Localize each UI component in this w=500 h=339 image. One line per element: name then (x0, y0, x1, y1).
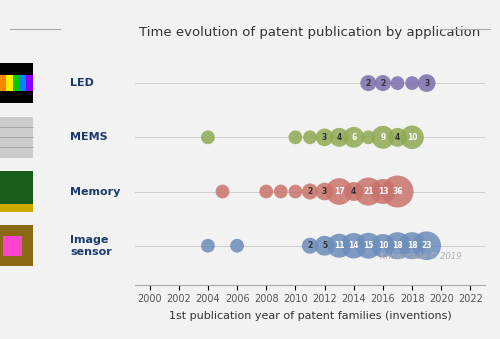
Point (306, 135, 314, 140)
Point (394, 189, 402, 194)
Point (422, 80, 430, 86)
Point (335, 135, 343, 140)
Bar (12, 75, 19, 91)
Point (350, 189, 358, 194)
Point (394, 243, 402, 248)
Text: 18: 18 (407, 241, 418, 250)
Point (218, 189, 226, 194)
Point (379, 80, 387, 86)
Text: 4: 4 (336, 133, 342, 142)
Text: 3: 3 (322, 187, 327, 196)
Bar (2, 236, 22, 256)
Point (277, 189, 285, 194)
Bar (0, 117, 32, 158)
Text: 2: 2 (308, 187, 312, 196)
Point (292, 189, 300, 194)
Point (379, 243, 387, 248)
Bar (0, 75, 6, 91)
Text: 10: 10 (378, 241, 388, 250)
Bar (0, 171, 32, 212)
Text: 36: 36 (392, 187, 403, 196)
Point (408, 135, 416, 140)
Text: 18: 18 (392, 241, 403, 250)
Text: 17: 17 (334, 187, 344, 196)
Text: MEMS: MEMS (70, 132, 108, 142)
Text: 2: 2 (380, 79, 386, 87)
Text: 5: 5 (322, 241, 327, 250)
Point (379, 135, 387, 140)
Title: Time evolution of patent publication by application: Time evolution of patent publication by … (140, 26, 480, 39)
Point (335, 243, 343, 248)
Point (364, 80, 372, 86)
Text: 9: 9 (380, 133, 386, 142)
Point (364, 243, 372, 248)
Text: 23: 23 (422, 241, 432, 250)
Text: 10: 10 (407, 133, 418, 142)
Text: Knowmade © 2019: Knowmade © 2019 (380, 252, 462, 261)
Point (364, 189, 372, 194)
Text: 2: 2 (366, 79, 371, 87)
Text: 11: 11 (334, 241, 344, 250)
Point (350, 135, 358, 140)
Text: 14: 14 (348, 241, 359, 250)
Text: 6: 6 (351, 133, 356, 142)
Point (320, 243, 328, 248)
Bar (0, 204, 32, 212)
Text: 15: 15 (363, 241, 374, 250)
Point (364, 135, 372, 140)
Point (292, 135, 300, 140)
Point (204, 243, 212, 248)
Point (408, 80, 416, 86)
Point (320, 135, 328, 140)
Text: 4: 4 (351, 187, 356, 196)
Point (335, 189, 343, 194)
Point (306, 243, 314, 248)
Point (320, 189, 328, 194)
Bar (6, 75, 12, 91)
Bar (19, 75, 26, 91)
Point (204, 135, 212, 140)
Text: 2: 2 (308, 241, 312, 250)
Point (262, 189, 270, 194)
Text: 21: 21 (363, 187, 374, 196)
Text: 13: 13 (378, 187, 388, 196)
Text: Memory: Memory (70, 186, 120, 197)
Text: 3: 3 (322, 133, 327, 142)
Point (422, 243, 430, 248)
X-axis label: 1st publication year of patent families (inventions): 1st publication year of patent families … (168, 312, 452, 321)
Point (394, 135, 402, 140)
Point (394, 80, 402, 86)
Text: 4: 4 (395, 133, 400, 142)
Text: Image
sensor: Image sensor (70, 235, 112, 257)
Point (350, 243, 358, 248)
Text: LED: LED (70, 78, 94, 88)
Point (379, 189, 387, 194)
Bar (0, 225, 32, 266)
Point (408, 243, 416, 248)
Bar (0, 63, 32, 103)
Point (306, 189, 314, 194)
Point (233, 243, 241, 248)
Bar (26, 75, 32, 91)
Text: 3: 3 (424, 79, 430, 87)
